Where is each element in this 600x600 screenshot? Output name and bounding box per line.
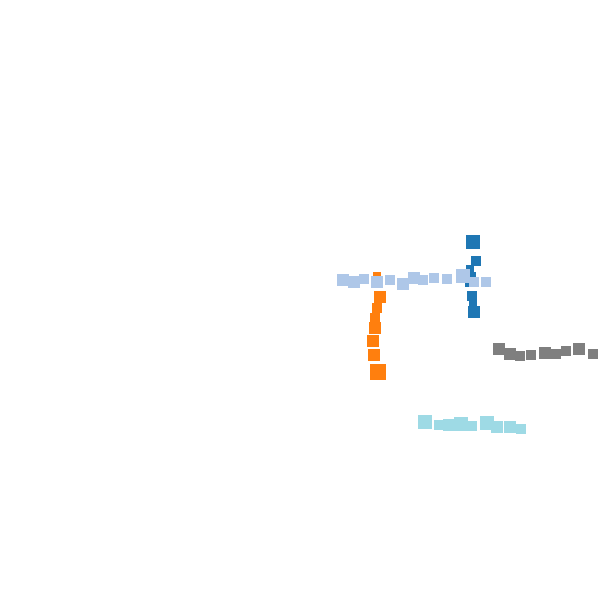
data-point <box>504 421 516 433</box>
data-point <box>374 291 386 303</box>
series-2 <box>337 269 491 290</box>
data-point <box>443 419 455 431</box>
data-point <box>370 313 380 323</box>
data-point <box>493 343 505 355</box>
data-point <box>368 349 380 361</box>
series-3 <box>493 343 598 361</box>
data-point <box>359 274 369 284</box>
data-point <box>370 364 386 380</box>
data-point <box>516 424 526 434</box>
data-point <box>434 420 444 430</box>
data-point <box>408 272 420 284</box>
data-point <box>456 269 470 283</box>
data-point <box>573 343 585 355</box>
data-point <box>468 306 480 318</box>
data-point <box>504 348 516 360</box>
data-point <box>588 349 598 359</box>
data-point <box>369 322 381 334</box>
data-point <box>371 276 383 288</box>
data-point <box>429 273 439 283</box>
data-point <box>526 350 536 360</box>
data-point <box>442 274 452 284</box>
data-point <box>471 256 481 266</box>
data-point <box>397 278 409 290</box>
data-point <box>539 347 551 359</box>
data-point <box>481 277 491 287</box>
data-point <box>551 349 561 359</box>
data-point <box>418 415 432 429</box>
data-point <box>367 335 379 347</box>
data-point <box>467 421 477 431</box>
data-point <box>491 421 503 433</box>
data-point <box>480 416 494 430</box>
data-point <box>372 303 382 313</box>
data-point <box>337 274 349 286</box>
data-point <box>418 275 428 285</box>
data-point <box>515 351 525 361</box>
series-4 <box>418 415 526 434</box>
data-point <box>466 235 480 249</box>
data-point <box>348 276 360 288</box>
data-point <box>467 291 477 301</box>
data-point <box>454 417 468 431</box>
data-point <box>469 300 477 308</box>
data-point <box>561 346 571 356</box>
data-point <box>469 277 479 287</box>
data-point <box>385 275 395 285</box>
chart-marks <box>337 235 598 434</box>
